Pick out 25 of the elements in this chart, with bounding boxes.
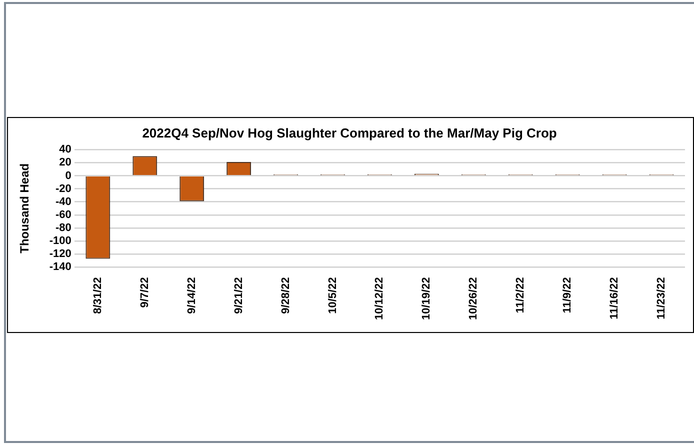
x-tick-label: 8/31/22 [92, 277, 104, 314]
x-tick-label: 11/16/22 [608, 277, 621, 320]
x-tick-label: 10/26/22 [468, 277, 480, 320]
x-tick-label: 11/2/22 [514, 277, 527, 314]
x-tick-label: 10/19/22 [420, 277, 433, 320]
y-tick-label: -120 [49, 248, 72, 260]
x-tick-label: 10/12/22 [374, 277, 386, 320]
x-tick-label: 11/23/22 [656, 277, 668, 320]
y-axis-title: Thousand Head [18, 163, 32, 254]
y-tick-label: -60 [56, 208, 72, 221]
y-tick-label: -140 [49, 261, 72, 274]
y-tick-label: -20 [56, 182, 72, 195]
y-tick-label: -100 [49, 235, 72, 248]
x-tick-label: 9/14/22 [186, 277, 198, 314]
x-tick-label: 9/21/22 [232, 277, 245, 314]
x-tick-label: 9/28/22 [280, 277, 292, 314]
y-tick-label: 0 [65, 170, 72, 182]
x-tick-label: 11/9/22 [562, 277, 574, 314]
x-tick-label: 10/5/22 [326, 277, 339, 314]
y-tick-label: 40 [59, 144, 72, 156]
y-tick-label: -40 [56, 196, 72, 208]
y-tick-label: 20 [59, 156, 72, 169]
chart-title: 2022Q4 Sep/Nov Hog Slaughter Compared to the Mar/May Pig Crop [142, 125, 557, 140]
x-tick-label: 9/7/22 [138, 277, 151, 308]
y-tick-label: -80 [56, 222, 72, 234]
